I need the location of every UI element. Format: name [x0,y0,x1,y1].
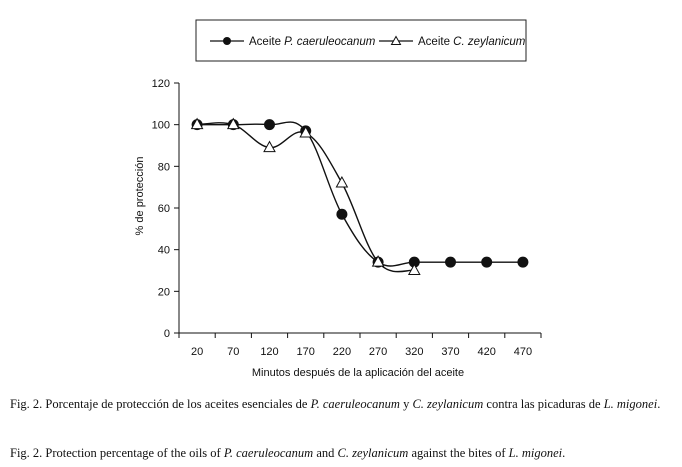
y-tick-label: 120 [152,78,170,90]
figure-caption-english: Fig. 2. Protection percentage of the oil… [10,445,670,462]
y-tick-label: 100 [152,120,170,132]
data-point-circle [408,256,420,268]
caption-es-species-3: L. migonei [603,397,658,411]
x-tick-label: 320 [405,346,423,358]
y-ticks: 0 20 40 60 80 100 120 [152,78,179,340]
caption-en-text-1: Fig. 2. Protection percentage of the oil… [10,446,224,460]
data-point-triangle [263,140,276,153]
legend-label-p-caeruleocanum: Aceite P. caeruleocanum [249,36,376,48]
data-point-triangle [371,255,385,267]
x-ticks: 20 70 120 170 220 270 320 370 420 470 [178,333,542,358]
caption-es-text-1: Fig. 2. Porcentaje de protección de los … [10,397,311,411]
x-tick-label: 220 [333,346,351,358]
legend-item-c-zeylanicum: Aceite C. zeylanicum [379,35,526,48]
data-point-triangle [190,117,204,130]
caption-es-species-1: P. caeruleocanum [310,397,400,411]
caption-en-text-4: . [562,446,566,460]
data-point-triangle [335,175,349,188]
legend-item-p-caeruleocanum: Aceite P. caeruleocanum [210,36,376,48]
caption-es-text-2: y [399,397,413,411]
caption-es-text-3: contra las picaduras de [483,397,604,411]
series-group [190,117,529,275]
data-point-circle [336,208,348,220]
x-tick-label: 420 [478,346,496,358]
figure-caption-spanish: Fig. 2. Porcentaje de protección de los … [10,396,670,413]
y-tick-label: 0 [164,328,170,340]
data-point-circle [445,256,456,268]
x-tick-label: 120 [260,346,278,358]
legend-box [195,19,527,62]
x-tick-label: 70 [227,346,239,358]
x-tick-label: 20 [191,346,203,358]
data-point-triangle [299,125,313,138]
x-tick-label: 270 [369,346,387,358]
y-tick-label: 60 [158,203,170,215]
data-point-triangle [407,263,421,275]
legend: Aceite P. caeruleocanum Aceite C. zeylan… [195,19,527,62]
legend-label-c-zeylanicum: Aceite C. zeylanicum [418,36,526,48]
y-tick-label: 40 [158,245,170,257]
caption-en-species-2: C. zeylanicum [337,446,409,460]
y-tick-label: 80 [158,161,170,173]
series-line-0 [197,121,523,267]
legend-marker-c-zeylanicum [390,35,402,45]
data-point-circle [481,256,493,268]
legend-marker-p-caeruleocanum [223,37,231,45]
data-point-circle [264,119,275,131]
y-tick-label: 20 [158,286,170,298]
data-point-circle [517,256,529,268]
x-tick-label: 170 [297,346,315,358]
x-axis-label: Minutos después de la aplicación del ace… [252,367,464,379]
caption-en-species-3: L. migonei [508,446,563,460]
x-tick-label: 470 [514,346,532,358]
line-chart: Aceite P. caeruleocanum Aceite C. zeylan… [134,19,542,379]
series-line-1 [197,122,415,273]
caption-en-text-3: against the bites of [408,446,509,460]
caption-es-text-4: . [657,397,661,411]
caption-en-species-1: P. caeruleocanum [223,446,314,460]
y-axis-label: % de protección [134,157,146,236]
caption-es-species-2: C. zeylanicum [412,397,484,411]
data-point-triangle [226,117,240,130]
x-tick-label: 370 [441,346,459,358]
caption-en-text-2: and [313,446,338,460]
